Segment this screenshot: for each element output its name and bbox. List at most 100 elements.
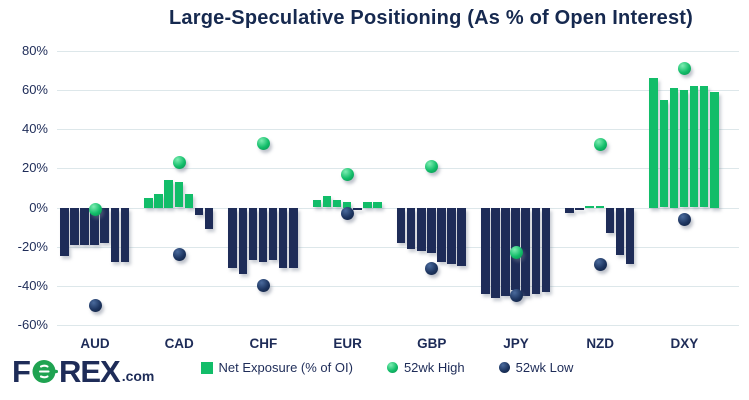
net-exposure-bar [258, 207, 268, 263]
52wk-high-marker [509, 246, 523, 260]
y-axis-tick-label: 20% [21, 160, 48, 176]
gridline [57, 285, 739, 287]
net-exposure-bar [110, 207, 120, 263]
net-exposure-bar [689, 86, 699, 208]
gridline [57, 168, 739, 170]
net-exposure-bar [174, 182, 184, 208]
gridline [57, 90, 739, 92]
52wk-low-marker [509, 289, 523, 303]
net-exposure-bar [60, 207, 69, 257]
net-exposure-bar [353, 207, 362, 210]
x-axis-category-label: NZD [586, 336, 615, 351]
net-exposure-bar [289, 207, 298, 269]
52wk-low-marker [256, 279, 270, 293]
net-exposure-bar [248, 207, 258, 261]
x-axis-category-label: EUR [333, 336, 362, 351]
net-exposure-bar [699, 86, 709, 208]
52wk-low-marker [677, 212, 691, 226]
52wk-high-marker [341, 167, 355, 181]
legend-item-net-exposure: Net Exposure (% of OI) [200, 360, 353, 375]
net-exposure-bar [625, 207, 635, 265]
legend-item-52wk-low: 52wk Low [498, 360, 574, 375]
52wk-low-marker [593, 257, 607, 271]
net-exposure-bar [437, 207, 446, 263]
legend-item-52wk-high: 52wk High [386, 360, 465, 375]
52wk-low-marker [425, 261, 439, 275]
52wk-high-marker [677, 62, 691, 76]
x-axis-category-label: CHF [249, 336, 278, 351]
net-exposure-bar [312, 199, 322, 208]
net-exposure-bar [427, 207, 436, 253]
52wk-high-marker [256, 136, 270, 150]
net-exposure-bar [679, 90, 689, 208]
net-exposure-bar [585, 205, 594, 208]
net-exposure-bar [342, 201, 352, 208]
net-exposure-bar [541, 207, 551, 292]
logo-letter-f: F [12, 354, 31, 389]
net-exposure-bar [501, 207, 510, 296]
net-exposure-bar [575, 207, 584, 210]
forex-logo: F REX .com [12, 356, 154, 387]
x-axis-category-label: JPY [503, 336, 529, 351]
net-exposure-bar [457, 207, 466, 267]
legend-label: Net Exposure (% of OI) [218, 360, 353, 375]
52wk-low-swatch-icon [498, 362, 510, 373]
net-exposure-bar [120, 207, 130, 263]
net-exposure-bar [565, 207, 574, 214]
x-axis-category-label: DXY [670, 336, 699, 351]
net-exposure-bar [531, 207, 541, 294]
forex-o-icon [32, 360, 58, 383]
legend-label: 52wk Low [515, 360, 574, 375]
y-axis-tick-label: 0% [29, 199, 48, 215]
52wk-low-marker [341, 206, 355, 220]
x-axis-category-label: AUD [80, 336, 110, 351]
net-exposure-bar [332, 199, 342, 208]
logo-letters-rex: REX [58, 354, 121, 389]
chart-title: Large-Speculative Positioning (As % of O… [168, 7, 693, 29]
x-axis-category-label: CAD [164, 336, 194, 351]
net-exposure-bar [649, 78, 658, 208]
net-exposure-bar [406, 207, 416, 249]
net-exposure-bar [144, 197, 153, 208]
net-exposure-bar [659, 99, 669, 208]
net-exposure-bar [70, 207, 79, 245]
net-exposure-bar [322, 195, 332, 208]
net-exposure-bar [100, 207, 109, 243]
gridline [57, 325, 739, 326]
52wk-low-marker [88, 298, 102, 312]
net-exposure-bar [605, 207, 615, 233]
net-exposure-bar [481, 207, 490, 294]
net-exposure-bar [184, 193, 194, 208]
net-exposure-bar [417, 207, 426, 251]
net-exposure-bar [669, 88, 679, 208]
net-exposure-bar [710, 92, 719, 208]
52wk-high-marker [425, 160, 439, 173]
logo-com-suffix: .com [121, 368, 155, 384]
y-axis-tick-label: -20% [17, 238, 48, 254]
net-exposure-bar [595, 205, 605, 208]
y-axis-tick-label: 40% [21, 121, 48, 137]
gridline [57, 246, 739, 248]
52wk-high-marker [88, 203, 102, 216]
52wk-high-marker [593, 138, 607, 152]
net-exposure-bar [204, 207, 214, 230]
net-exposure-bar [228, 207, 237, 269]
y-axis-tick-label: -40% [17, 277, 48, 293]
net-exposure-bar [80, 207, 89, 245]
legend-label: 52wk High [403, 360, 465, 375]
net-exposure-bar [268, 207, 278, 261]
net-exposure-bar [491, 207, 500, 298]
net-exposure-bar [363, 201, 372, 208]
net-exposure-swatch-icon [200, 361, 213, 374]
net-exposure-bar [615, 207, 625, 255]
net-exposure-bar [447, 207, 456, 265]
net-exposure-bar [238, 207, 248, 275]
net-exposure-bar [154, 193, 163, 208]
net-exposure-bar [278, 207, 288, 269]
net-exposure-bar [521, 207, 530, 296]
y-axis-tick-label: 60% [21, 82, 48, 98]
x-axis-category-label: GBP [417, 336, 447, 351]
52wk-low-marker [172, 248, 186, 261]
net-exposure-bar [90, 207, 99, 245]
net-exposure-bar [373, 201, 382, 208]
